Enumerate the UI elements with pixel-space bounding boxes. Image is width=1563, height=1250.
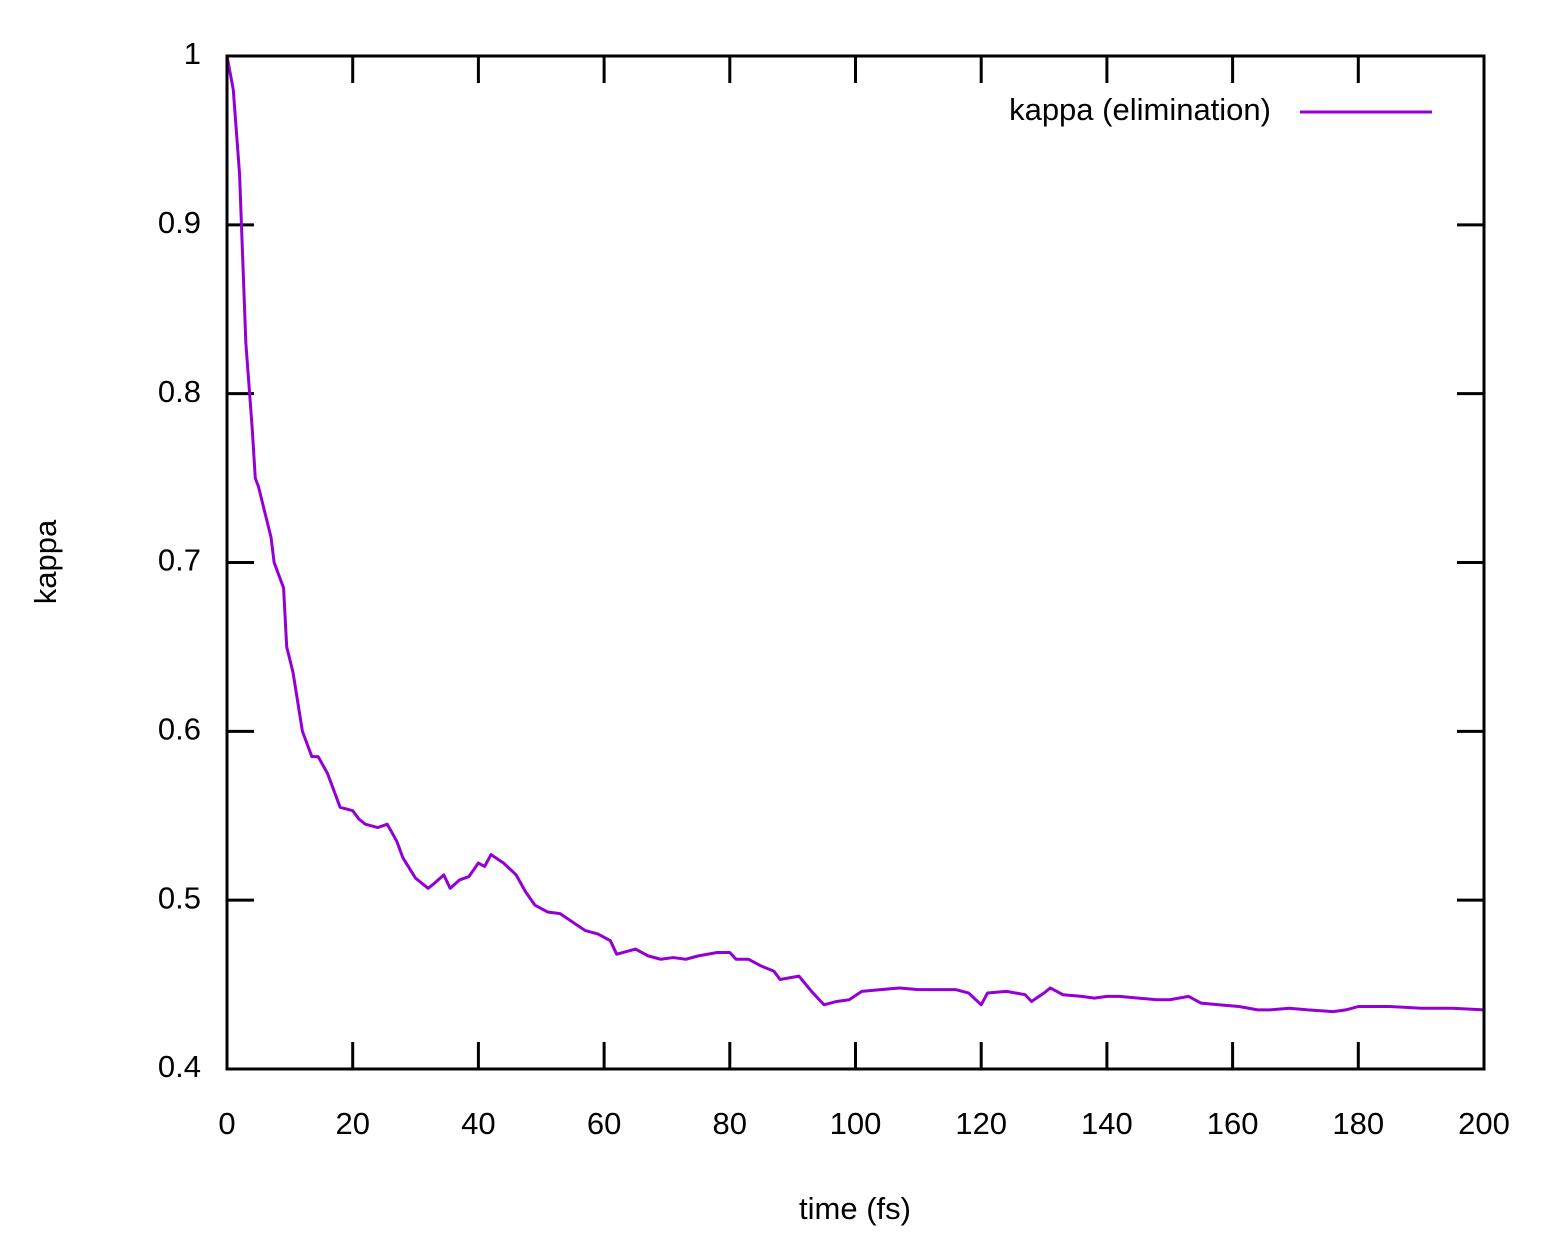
y-axis-label: kappa: [28, 519, 63, 604]
x-tick-label: 200: [1458, 1106, 1510, 1141]
legend-label: kappa (elimination): [1009, 92, 1271, 127]
x-tick-label: 100: [830, 1106, 882, 1141]
data-line: [225, 55, 1485, 1014]
x-tick-label: 160: [1207, 1106, 1259, 1141]
y-tick-label: 1: [184, 36, 201, 71]
x-tick-label: 140: [1081, 1106, 1133, 1141]
x-axis-label: time (fs): [799, 1191, 911, 1226]
y-tick-label: 0.5: [158, 880, 201, 915]
y-tick-label: 0.4: [158, 1049, 201, 1084]
x-tick-label: 80: [713, 1106, 747, 1141]
x-tick-label: 40: [461, 1106, 495, 1141]
x-tick-label: 120: [955, 1106, 1007, 1141]
x-tick-label: 60: [587, 1106, 621, 1141]
plot-border: [225, 54, 1486, 1071]
y-tick-label: 0.8: [158, 374, 201, 409]
y-tick-label: 0.9: [158, 205, 201, 240]
y-tick-label: 0.7: [158, 543, 201, 578]
x-tick-label: 20: [335, 1106, 369, 1141]
x-tick-label: 0: [218, 1106, 235, 1141]
y-tick-label: 0.6: [158, 712, 201, 747]
x-tick-label: 180: [1332, 1106, 1384, 1141]
